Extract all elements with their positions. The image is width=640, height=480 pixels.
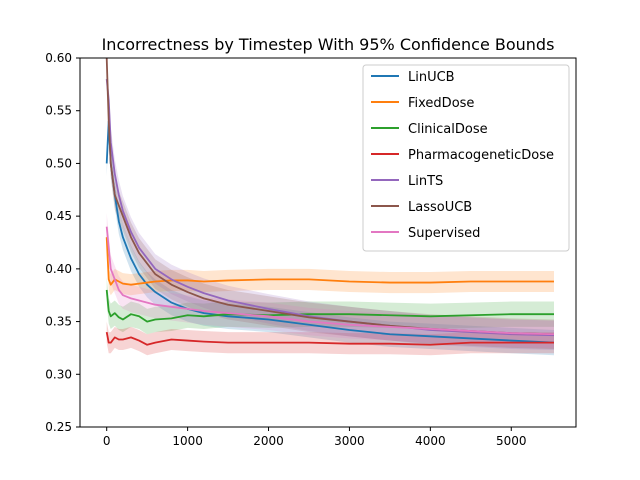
chart-title: Incorrectness by Timestep With 95% Confi… (102, 35, 555, 54)
legend-entry: LinTS (371, 174, 443, 189)
legend-box (362, 64, 570, 252)
x-tick-label: 5000 (496, 434, 527, 448)
confidence-band-lassoucb (106, 58, 554, 349)
axes-frame (79, 57, 577, 428)
y-tick-label: 0.45 (45, 209, 72, 223)
legend-entry: LassoUCB (371, 200, 472, 215)
legend-label: LassoUCB (408, 200, 472, 215)
series-line-linucb (105, 120, 555, 344)
confidence-band-fixeddose (106, 226, 554, 296)
series-lines (105, 58, 555, 346)
legend-label: ClinicalDose (408, 122, 488, 137)
confidence-band-clinicaldose (106, 277, 554, 335)
y-tick-label: 0.25 (45, 420, 72, 434)
y-tick-label: 0.30 (45, 367, 72, 381)
legend-entry: PharmacogeneticDose (371, 148, 554, 163)
series-line-pharmacogeneticdose (105, 331, 554, 346)
x-axis: 0 1000 2000 3000 4000 5000 (103, 427, 527, 448)
y-tick-label: 0.50 (45, 156, 72, 170)
y-tick-label: 0.35 (45, 315, 72, 329)
legend-entry: FixedDose (371, 96, 474, 111)
x-tick-label: 4000 (415, 434, 446, 448)
series-line-fixeddose (105, 237, 554, 286)
y-tick-label: 0.40 (45, 262, 72, 276)
y-tick-label: 0.60 (45, 51, 72, 65)
x-tick-label: 1000 (172, 434, 203, 448)
legend-label: FixedDose (408, 96, 474, 111)
legend-entry: LinUCB (371, 70, 455, 85)
x-tick-label: 2000 (253, 434, 284, 448)
legend: LinUCB FixedDose ClinicalDose Pharmacogenet… (362, 64, 570, 252)
y-axis: 0.25 0.30 0.35 0.40 0.45 0.50 0.55 0.60 (45, 51, 80, 434)
x-tick-label: 3000 (334, 434, 365, 448)
y-tick-label: 0.55 (45, 104, 72, 118)
confidence-band-pharmacogeneticdose (106, 321, 554, 356)
series-line-supervised (105, 226, 555, 336)
legend-label: Supervised (408, 226, 480, 241)
plot-area (105, 58, 555, 356)
confidence-band-lints (106, 64, 554, 351)
series-line-clinicaldose (105, 289, 554, 323)
legend-entry: ClinicalDose (371, 122, 488, 137)
confidence-band-linucb (106, 108, 554, 356)
legend-label: PharmacogeneticDose (408, 148, 554, 163)
legend-label: LinUCB (408, 70, 455, 85)
legend-label: LinTS (408, 174, 443, 189)
x-tick-label: 0 (103, 434, 111, 448)
legend-entry: Supervised (371, 226, 480, 241)
